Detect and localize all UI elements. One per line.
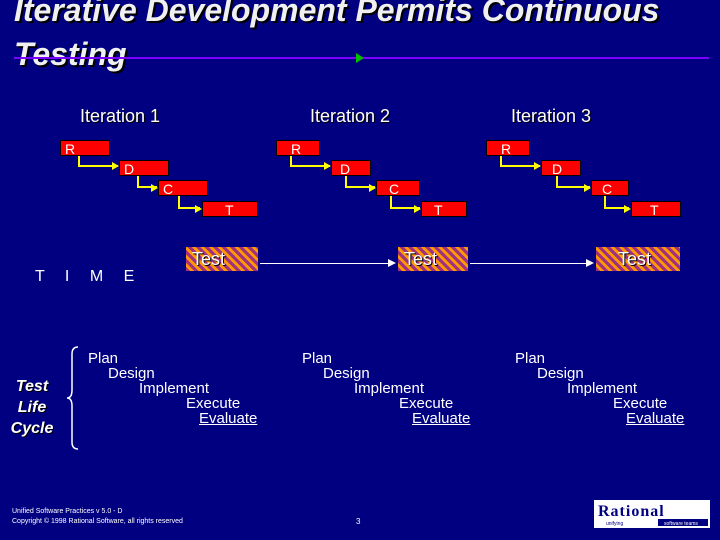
iteration-2-test-box: Test xyxy=(398,247,468,271)
iteration-1-c-arrow xyxy=(195,205,202,213)
iteration-3-label: Iteration 3 xyxy=(511,106,592,126)
time-arrowhead-2 xyxy=(586,259,594,267)
brace-icon xyxy=(66,346,79,450)
footer-line-1: Unified Software Practices v 5.0 - D xyxy=(12,508,123,515)
iteration-2-c-box: C xyxy=(376,180,420,197)
tlc-line-2: Life xyxy=(17,399,47,416)
time-arrowhead-1 xyxy=(388,259,396,267)
iteration-3-r-box: R xyxy=(486,140,530,157)
title-line-1: Iterative Development Permits Continuous xyxy=(14,0,660,28)
step-execute: Execute xyxy=(186,395,241,412)
svg-text:unifying: unifying xyxy=(606,521,623,527)
iteration-1-test-box: Test xyxy=(186,247,258,271)
step-design: Design xyxy=(537,365,584,382)
iteration-2-c-arrow xyxy=(414,205,421,213)
time-arrow-2 xyxy=(470,263,586,264)
iteration-1-label: Iteration 1 xyxy=(80,106,161,126)
iteration-3-d-connector xyxy=(556,176,590,188)
iteration-2-c-connector xyxy=(390,196,420,209)
iteration-2-r-box: R xyxy=(276,140,320,157)
title-line-2: Testing xyxy=(14,36,127,72)
iteration-3-test-box: Test xyxy=(596,247,680,271)
iteration-3-r-connector xyxy=(500,156,540,167)
time-arrow-1 xyxy=(260,263,388,264)
iteration-3-d-arrow xyxy=(584,184,591,192)
step-evaluate: Evaluate xyxy=(412,410,471,427)
step-evaluate: Evaluate xyxy=(199,410,258,427)
step-implement: Implement xyxy=(567,380,638,397)
rational-logo-graphic: Rational unifying software teams xyxy=(588,500,710,528)
iteration-3-d-box: D xyxy=(541,160,581,177)
step-design: Design xyxy=(323,365,370,382)
test-life-cycle-label: Test Life Cycle xyxy=(2,376,62,439)
iteration-1-d-connector xyxy=(137,176,157,188)
step-execute: Execute xyxy=(399,395,454,412)
iteration-2-r-connector xyxy=(290,156,330,167)
step-implement: Implement xyxy=(139,380,210,397)
page-number: 3 xyxy=(356,517,361,526)
tlc-line-3: Cycle xyxy=(10,420,54,437)
steps-group-3: Plan Design Implement Execute Evaluate xyxy=(515,351,684,426)
iteration-2-d-connector xyxy=(345,176,375,188)
tlc-line-1: Test xyxy=(15,378,49,395)
step-plan: Plan xyxy=(515,350,546,367)
iteration-3-c-connector xyxy=(604,196,629,209)
steps-group-1: Plan Design Implement Execute Evaluate xyxy=(88,351,257,426)
step-design: Design xyxy=(108,365,155,382)
step-implement: Implement xyxy=(354,380,425,397)
title-rule-marker xyxy=(356,53,364,63)
footer-copyright: Unified Software Practices v 5.0 - D Cop… xyxy=(12,507,183,527)
iteration-1-r-box: R xyxy=(60,140,110,157)
iteration-2-r-arrow xyxy=(324,162,331,170)
svg-text:software teams: software teams xyxy=(664,521,698,527)
slide-title: Iterative Development Permits Continuous… xyxy=(14,0,659,76)
footer-line-2: Copyright © 1998 Rational Software, all … xyxy=(12,518,183,525)
iteration-3-c-arrow xyxy=(624,205,631,213)
iteration-1-c-connector xyxy=(178,196,200,209)
iteration-2-label: Iteration 2 xyxy=(310,106,391,126)
step-execute: Execute xyxy=(613,395,668,412)
rational-logo: Rational unifying software teams xyxy=(588,500,710,528)
iteration-1-d-box: D xyxy=(119,160,169,177)
svg-text:Rational: Rational xyxy=(598,503,665,520)
iteration-3-r-arrow xyxy=(534,162,541,170)
iteration-3-t-box: T xyxy=(631,201,681,218)
step-plan: Plan xyxy=(88,350,119,367)
step-plan: Plan xyxy=(302,350,333,367)
iteration-1-r-arrow xyxy=(112,162,119,170)
iteration-2-d-arrow xyxy=(369,184,376,192)
iteration-1-d-arrow xyxy=(151,184,158,192)
iteration-2-t-box: T xyxy=(421,201,467,218)
iteration-1-c-box: C xyxy=(158,180,208,197)
iteration-1-t-box: T xyxy=(202,201,258,218)
time-label: T I M E xyxy=(35,268,143,285)
iteration-1-r-connector xyxy=(78,156,118,167)
step-evaluate: Evaluate xyxy=(626,410,685,427)
iteration-2-d-box: D xyxy=(331,160,371,177)
iteration-3-c-box: C xyxy=(591,180,629,197)
steps-group-2: Plan Design Implement Execute Evaluate xyxy=(302,351,470,426)
